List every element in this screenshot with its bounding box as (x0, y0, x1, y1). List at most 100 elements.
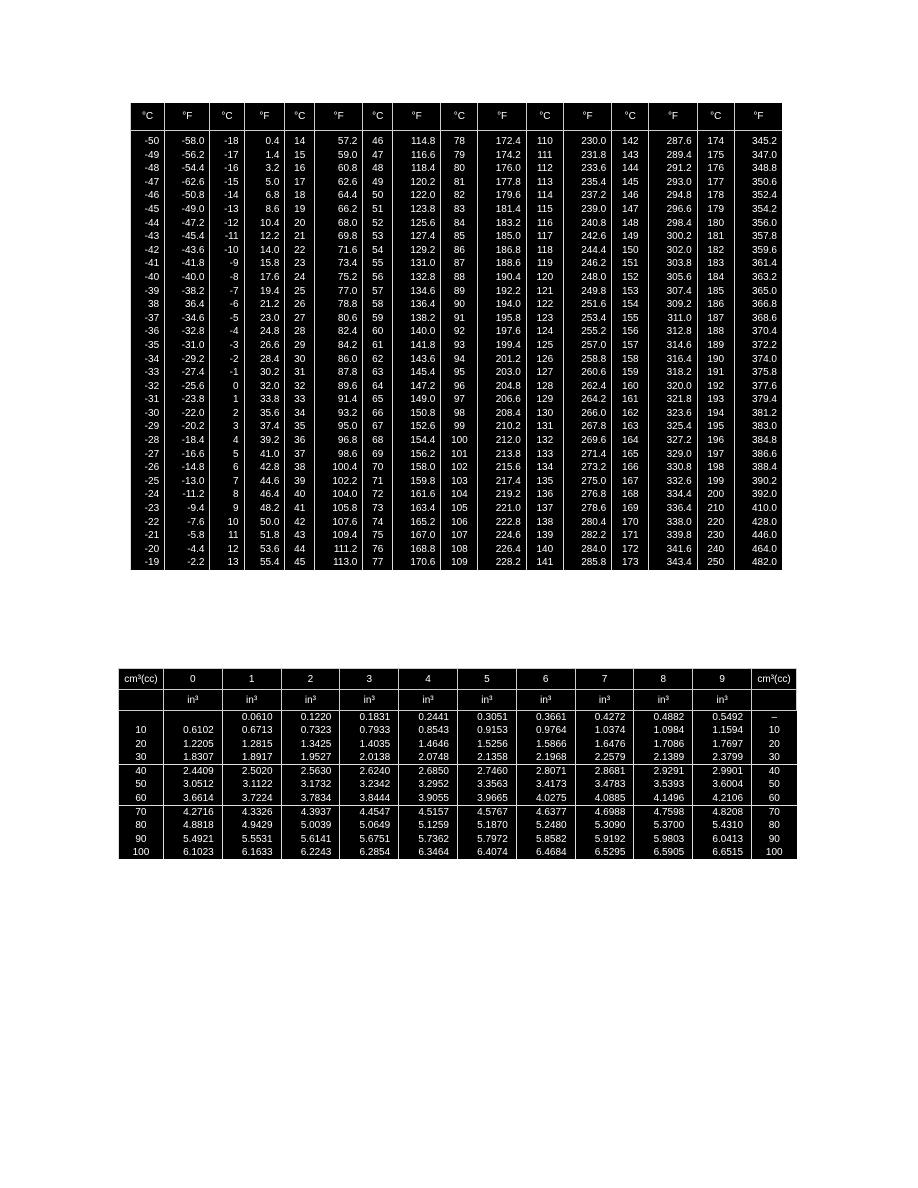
celsius-cell: 126 (525, 352, 564, 367)
celsius-cell: 11 (209, 529, 245, 543)
fahrenheit-cell: 93.2 (314, 406, 363, 421)
celsius-cell: -28 (129, 434, 165, 448)
fahrenheit-cell: 73.4 (314, 257, 363, 271)
celsius-cell: 24 (284, 270, 315, 285)
fahrenheit-cell: 131.0 (392, 257, 441, 271)
row-label: 70 (118, 805, 164, 820)
row-label: 60 (118, 791, 164, 806)
fahrenheit-cell: 168.8 (392, 542, 441, 557)
fahrenheit-cell: 14.0 (243, 243, 285, 258)
fahrenheit-cell: 71.6 (314, 243, 363, 258)
value-cell: 5.0649 (339, 819, 399, 833)
fahrenheit-cell: 30.2 (243, 366, 285, 380)
celsius-cell: 66 (362, 406, 393, 421)
fahrenheit-cell: 392.0 (733, 488, 782, 503)
value-cell: 5.4921 (162, 832, 223, 846)
fahrenheit-cell: 348.8 (733, 162, 782, 176)
value-cell: 1.5256 (456, 737, 517, 751)
celsius-cell: 193 (696, 393, 735, 407)
table-row: -45 -49.0 -13 8.6 19 66.2 51 123.8 83 181.4 115 239… (129, 202, 782, 217)
celsius-cell: 129 (525, 393, 564, 407)
value-cell: 1.2205 (162, 737, 223, 751)
fahrenheit-cell: 172.4 (477, 130, 527, 149)
celsius-cell: -8 (209, 270, 245, 285)
value-cell (162, 710, 223, 725)
fahrenheit-cell: 12.2 (243, 230, 285, 244)
fahrenheit-cell: 98.6 (314, 447, 363, 462)
fahrenheit-cell: -29.2 (164, 352, 210, 367)
celsius-cell: 102 (440, 461, 478, 475)
fahrenheit-cell: -41.8 (164, 257, 210, 271)
table-row: 20 1.2205 1.2815 1.3425 1.4035 1.4646 1.5256 1.… (118, 737, 797, 751)
celsius-cell: 38 (129, 298, 165, 312)
fahrenheit-cell: 314.6 (648, 338, 698, 353)
fahrenheit-cell: 446.0 (733, 529, 782, 543)
table-row: -42 -43.6 -10 14.0 22 71.6 54 129.2 86 186.8 118 24… (129, 243, 782, 258)
fahrenheit-cell: 114.8 (392, 130, 441, 149)
value-cell: 2.5630 (280, 764, 340, 779)
celsius-cell: 65 (362, 393, 393, 407)
celsius-cell: -11 (209, 230, 245, 244)
table-row: 10 0.6102 0.6713 0.7323 0.7933 0.8543 0.9153 0.… (118, 724, 797, 738)
celsius-cell: 76 (362, 542, 393, 557)
celsius-cell: 192 (696, 379, 735, 394)
fahrenheit-cell: 482.0 (733, 556, 782, 570)
celsius-cell: 156 (611, 325, 649, 339)
fahrenheit-cell: 80.6 (314, 311, 363, 326)
fahrenheit-cell: 217.4 (477, 474, 527, 489)
celsius-cell: 144 (611, 162, 649, 176)
fahrenheit-cell: 291.2 (648, 162, 698, 176)
fahrenheit-cell: 154.4 (392, 434, 441, 448)
fahrenheit-cell: 280.4 (562, 515, 612, 530)
fahrenheit-cell: 284.0 (562, 542, 612, 557)
celsius-cell: 196 (696, 434, 735, 448)
fahrenheit-cell: 109.4 (314, 529, 363, 543)
value-cell: 5.6141 (280, 832, 340, 846)
celsius-cell: 104 (440, 488, 478, 503)
value-cell: 4.1496 (633, 791, 693, 806)
celsius-cell: 75 (362, 529, 393, 543)
table-row: -29 -20.2 3 37.4 35 95.0 67 152.6 99 210.2 131 267.… (129, 420, 782, 435)
celsius-cell: 141 (525, 556, 564, 570)
celsius-cell: 80 (440, 162, 478, 176)
fahrenheit-cell: 107.6 (314, 515, 363, 530)
celsius-cell: 53 (362, 230, 393, 244)
value-cell: 1.0984 (633, 724, 693, 738)
fahrenheit-cell: 177.8 (477, 175, 527, 190)
celsius-cell: 119 (525, 257, 564, 271)
celsius-cell: 132 (525, 434, 564, 448)
fahrenheit-cell: 377.6 (733, 379, 782, 394)
unit-header: in³ (515, 689, 576, 711)
value-cell: 1.2815 (221, 737, 282, 751)
unit-header: in³ (339, 689, 400, 711)
value-cell: 0.9764 (515, 724, 576, 738)
value-cell: 4.8818 (162, 819, 223, 833)
fahrenheit-cell: 150.8 (392, 406, 441, 421)
fahrenheit-cell: 228.2 (477, 556, 527, 570)
fahrenheit-cell: 19.4 (243, 284, 285, 299)
fahrenheit-cell: 255.2 (562, 325, 612, 339)
value-cell: 4.9429 (221, 819, 282, 833)
celsius-cell: -4 (209, 325, 245, 339)
column-header: 7 (574, 668, 635, 690)
fahrenheit-cell: 176.0 (477, 162, 527, 176)
celsius-cell: 93 (440, 338, 478, 353)
fahrenheit-cell: 226.4 (477, 542, 527, 557)
row-label: – (751, 710, 797, 725)
fahrenheit-cell: 388.4 (733, 461, 782, 475)
fahrenheit-cell: 212.0 (477, 434, 527, 448)
table-row: -19 -2.2 13 55.4 45 113.0 77 170.6 109 228.2 141 28… (129, 556, 782, 570)
column-header: °F (648, 103, 698, 131)
celsius-cell: -26 (129, 461, 165, 475)
fahrenheit-cell: -20.2 (164, 420, 210, 435)
unit-header: in³ (456, 689, 517, 711)
celsius-cell: 15 (284, 148, 315, 163)
value-cell: 0.6102 (162, 724, 223, 738)
unit-header: in³ (692, 689, 753, 711)
value-cell: 3.2342 (339, 778, 399, 792)
column-header: cm³(cc) (751, 668, 797, 690)
celsius-cell: -14 (209, 189, 245, 203)
fahrenheit-cell: 237.2 (562, 189, 612, 203)
fahrenheit-cell: 186.8 (477, 243, 527, 258)
celsius-cell: -6 (209, 298, 245, 312)
